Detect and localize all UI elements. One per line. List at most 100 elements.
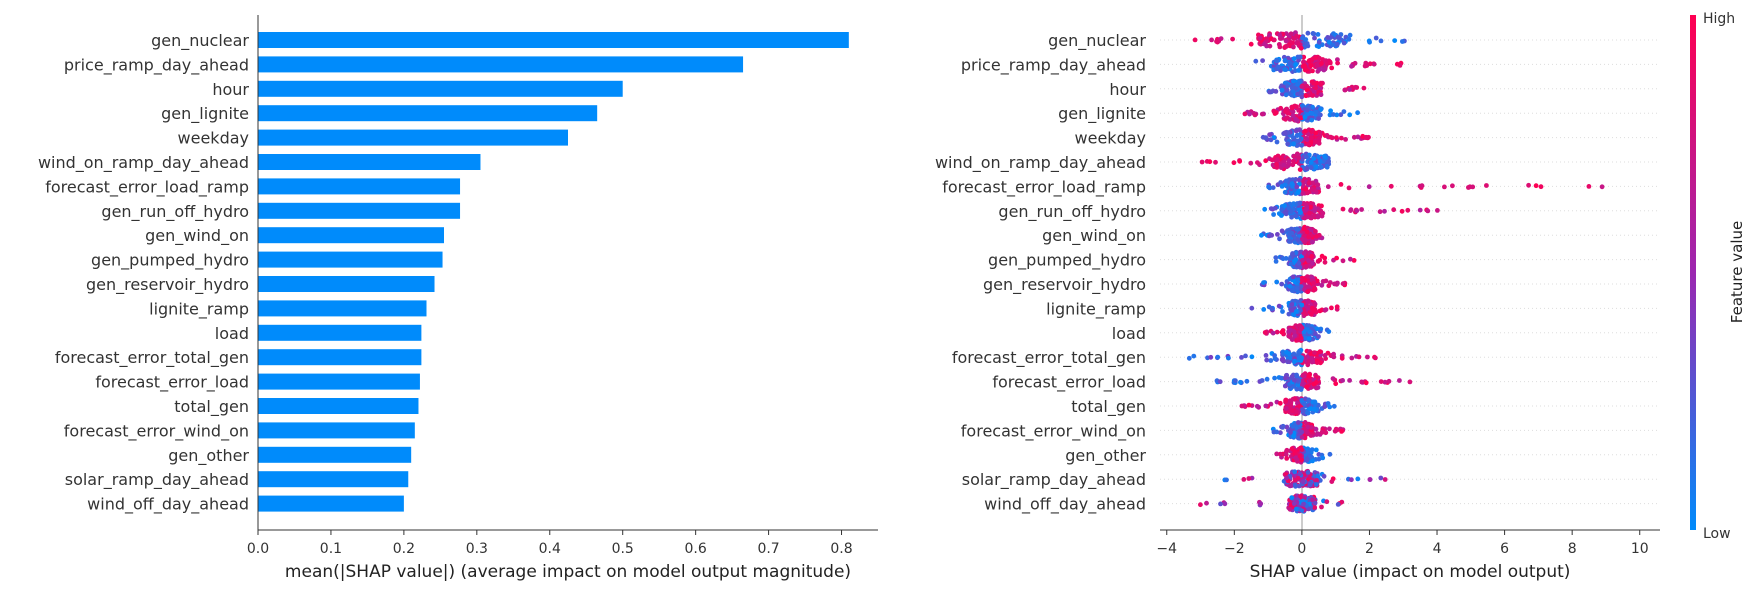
beeswarm-point [1268, 358, 1274, 363]
beeswarm-point [1260, 58, 1265, 63]
beeswarm-point [1289, 495, 1295, 501]
beeswarm-point [1290, 251, 1295, 256]
bar-label-load: load [215, 324, 249, 343]
beeswarm-point [1279, 228, 1285, 234]
beeswarm-point [1340, 378, 1345, 383]
bar-x-tick-label: 0.3 [466, 541, 488, 557]
beeswarm-point [1298, 335, 1304, 341]
beeswarm-point [1272, 356, 1278, 362]
beeswarm-point [1329, 305, 1334, 311]
beeswarm-point [1320, 210, 1326, 216]
beeswarm-point [1293, 409, 1299, 414]
beeswarm-point [1326, 329, 1332, 334]
beeswarm-point [1287, 506, 1293, 512]
beeswarm-point [1316, 116, 1321, 121]
beeswarm-point [1324, 499, 1330, 505]
beeswarm-point [1313, 85, 1319, 91]
beeswarm-point [1310, 239, 1315, 245]
beeswarm-point [1294, 104, 1299, 109]
beeswarm-point [1290, 424, 1296, 429]
bar-label-forecast-error-load-ramp: forecast_error_load_ramp [45, 177, 249, 197]
beeswarm-point [1283, 397, 1289, 403]
beeswarm-point [1313, 139, 1318, 145]
bar-solar-ramp-day-ahead [258, 471, 409, 488]
beeswarm-point [1298, 445, 1304, 451]
beeswarm-point [1359, 379, 1364, 385]
beeswarm-point [1305, 111, 1310, 117]
beeswarm-point [1367, 39, 1372, 45]
beeswarm-point [1388, 183, 1394, 189]
beeswarm-point [1213, 159, 1218, 165]
beeswarm-point [1442, 184, 1447, 190]
beeswarm-point [1326, 283, 1332, 289]
bar-gen-nuclear [258, 32, 849, 48]
beeswarm-point [1304, 107, 1310, 113]
beeswarm-point [1322, 404, 1327, 410]
beeswarm-point [1340, 206, 1346, 212]
beeswarm-point [1246, 402, 1252, 408]
beeswarm-point [1397, 378, 1402, 383]
bar-hour [258, 80, 623, 97]
beeswarm-point [1255, 160, 1260, 166]
beeswarm-point [1339, 355, 1345, 361]
colorbar-high-label: High [1703, 11, 1735, 27]
beeswarm-point [1286, 205, 1292, 211]
beeswarm-point [1286, 311, 1292, 317]
beeswarm-point [1338, 182, 1344, 187]
beeswarm-point [1305, 30, 1311, 36]
bar-gen-reservoir-hydro [258, 276, 435, 292]
beeswarm-point [1215, 354, 1221, 360]
beeswarm-point [1361, 85, 1367, 91]
beeswarm-label-weekday: weekday [1075, 129, 1146, 148]
beeswarm-point [1282, 58, 1288, 63]
beeswarm-point [1330, 376, 1336, 381]
beeswarm-point [1259, 378, 1265, 383]
beeswarm-point [1300, 372, 1306, 378]
beeswarm-point [1287, 256, 1293, 262]
beeswarm-point [1284, 43, 1289, 49]
beeswarm-point [1291, 141, 1297, 147]
beeswarm-point [1308, 165, 1314, 171]
beeswarm-point [1319, 430, 1325, 435]
beeswarm-point [1279, 357, 1285, 363]
bar-wind-off-day-ahead [258, 495, 404, 512]
beeswarm-point [1317, 66, 1323, 72]
beeswarm-point [1316, 154, 1322, 160]
beeswarm-point [1378, 38, 1384, 44]
beeswarm-point [1304, 457, 1310, 463]
beeswarm-point [1308, 135, 1314, 141]
beeswarm-point [1306, 373, 1312, 379]
beeswarm-point [1288, 31, 1294, 37]
beeswarm-point [1303, 37, 1309, 42]
beeswarm-label-load: load [1112, 324, 1146, 343]
beeswarm-point [1306, 284, 1311, 289]
bar-price-ramp-day-ahead [258, 56, 744, 73]
beeswarm-point [1321, 67, 1327, 73]
beeswarm-point [1335, 57, 1340, 62]
beeswarm-point [1298, 355, 1304, 360]
beeswarm-point [1299, 382, 1305, 388]
beeswarm-point [1307, 481, 1313, 487]
beeswarm-point [1405, 207, 1411, 213]
beeswarm-point [1267, 43, 1273, 49]
beeswarm-point [1293, 62, 1299, 68]
beeswarm-point [1297, 207, 1303, 213]
beeswarm-point [1319, 253, 1325, 259]
beeswarm-point [1283, 452, 1289, 457]
bar-x-tick-label: 0.8 [830, 541, 852, 557]
beeswarm-point [1312, 205, 1318, 211]
beeswarm-point [1300, 190, 1305, 196]
beeswarm-point [1283, 375, 1288, 381]
beeswarm-point [1322, 353, 1328, 358]
beeswarm-point [1331, 354, 1337, 360]
beeswarm-point [1300, 479, 1306, 485]
beeswarm-point [1299, 236, 1305, 242]
beeswarm-point [1301, 226, 1307, 232]
beeswarm-point [1299, 302, 1305, 308]
beeswarm-x-axis-label: SHAP value (impact on model output) [1250, 562, 1571, 582]
beeswarm-point [1295, 475, 1301, 481]
beeswarm-point [1327, 404, 1333, 410]
bar-x-tick-label: 0.1 [320, 541, 342, 557]
beeswarm-point [1316, 136, 1322, 142]
bar-x-tick-label: 0.0 [247, 541, 269, 557]
